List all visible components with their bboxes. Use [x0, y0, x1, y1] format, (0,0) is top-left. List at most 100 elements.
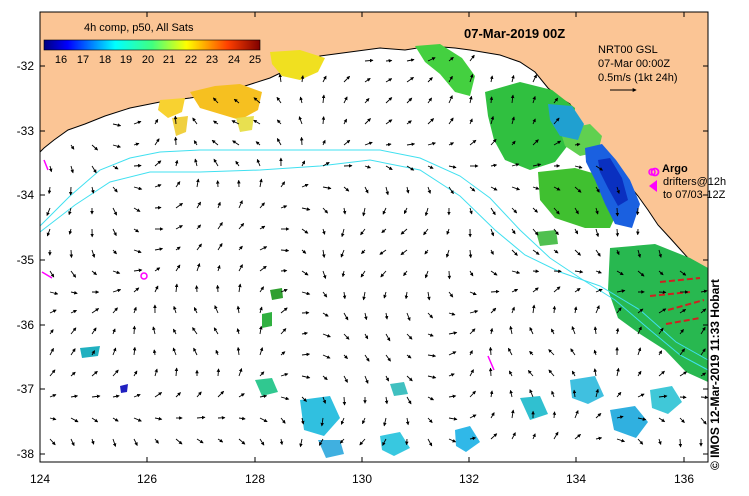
current-vector	[532, 433, 536, 440]
current-vector	[658, 394, 668, 399]
current-vector	[427, 57, 436, 62]
current-vector	[423, 228, 429, 236]
current-vector	[532, 186, 540, 190]
current-vector	[154, 138, 160, 146]
current-vector	[593, 326, 598, 335]
current-vector	[364, 165, 371, 169]
current-vector	[231, 120, 240, 125]
current-vector	[616, 186, 620, 194]
current-vector	[112, 249, 117, 255]
current-vector	[214, 305, 219, 314]
current-vector	[175, 202, 183, 209]
current-vector	[637, 326, 642, 335]
current-vector	[49, 291, 59, 295]
current-vector	[469, 207, 473, 215]
current-vector	[658, 417, 666, 423]
current-vector	[196, 178, 200, 188]
current-vector	[488, 367, 493, 377]
current-vector	[342, 207, 347, 215]
current-vector	[133, 249, 142, 254]
current-vector	[637, 393, 645, 398]
current-vector	[133, 163, 142, 168]
current-vector	[553, 431, 559, 440]
drifters-line2: to 07/03-12Z	[663, 189, 726, 201]
current-vector	[175, 225, 183, 230]
current-vector	[236, 328, 241, 335]
current-vector	[553, 117, 560, 125]
current-vector	[403, 207, 408, 215]
current-vector	[700, 326, 706, 335]
x-tick-label: 126	[137, 472, 157, 486]
current-vector	[553, 140, 562, 146]
current-vector	[490, 207, 496, 216]
current-vector	[490, 412, 495, 419]
current-vector	[571, 370, 576, 377]
current-vector	[552, 305, 557, 314]
current-vector	[385, 58, 393, 63]
current-vector	[511, 249, 518, 256]
current-vector	[154, 267, 161, 272]
current-vector	[511, 228, 516, 235]
current-vector	[301, 375, 311, 379]
current-vector	[490, 289, 500, 294]
current-vector	[511, 163, 520, 167]
current-vector	[595, 186, 600, 193]
current-vector	[448, 331, 458, 335]
current-vector	[616, 307, 622, 314]
current-vector	[574, 165, 583, 169]
current-vector	[70, 438, 75, 447]
current-vector	[301, 183, 309, 188]
info-line-product: NRT00 GSL	[598, 44, 658, 56]
x-tick-label: 134	[566, 472, 586, 486]
current-vector	[133, 417, 142, 422]
current-vector	[593, 368, 598, 377]
current-vector	[658, 350, 663, 356]
y-tick-label: -36	[17, 318, 35, 332]
x-tick-label: 132	[459, 472, 479, 486]
current-vector	[571, 326, 576, 335]
current-vector	[406, 354, 412, 359]
current-vector	[595, 228, 600, 238]
current-vector	[322, 291, 328, 298]
current-vector	[217, 242, 223, 251]
current-vector	[679, 371, 688, 377]
current-vector	[658, 249, 662, 258]
current-vector	[595, 207, 599, 215]
current-vector	[616, 270, 624, 276]
current-vector	[133, 207, 141, 212]
current-vector	[406, 333, 413, 340]
current-vector	[133, 120, 142, 125]
current-vector	[574, 269, 584, 274]
colorbar-label: 22	[184, 54, 198, 66]
current-vector	[427, 312, 434, 319]
current-vector	[427, 141, 436, 146]
current-vector	[532, 207, 538, 213]
current-vector	[469, 414, 477, 419]
current-vector	[595, 249, 601, 257]
y-tick-label: -34	[17, 188, 35, 202]
current-vector	[510, 94, 515, 104]
current-vector	[553, 249, 559, 254]
current-vector	[364, 333, 369, 340]
current-vector	[341, 270, 346, 278]
current-vector	[69, 249, 74, 259]
current-vector	[427, 97, 432, 104]
current-vector	[637, 438, 644, 445]
current-vector	[406, 165, 415, 171]
current-vector	[196, 263, 201, 272]
current-vector	[448, 394, 457, 399]
current-vector	[133, 393, 141, 398]
current-vector	[616, 438, 626, 443]
current-vector	[343, 118, 347, 125]
current-vector	[238, 368, 243, 377]
current-vector	[637, 417, 647, 421]
current-vector	[511, 74, 515, 83]
land-coastline	[39, 11, 709, 282]
current-vector	[322, 186, 332, 190]
current-vector	[593, 349, 598, 356]
current-vector	[91, 394, 101, 399]
current-vector	[172, 347, 177, 356]
current-vector	[49, 270, 55, 278]
current-vector	[112, 347, 117, 356]
current-vector	[238, 222, 245, 230]
